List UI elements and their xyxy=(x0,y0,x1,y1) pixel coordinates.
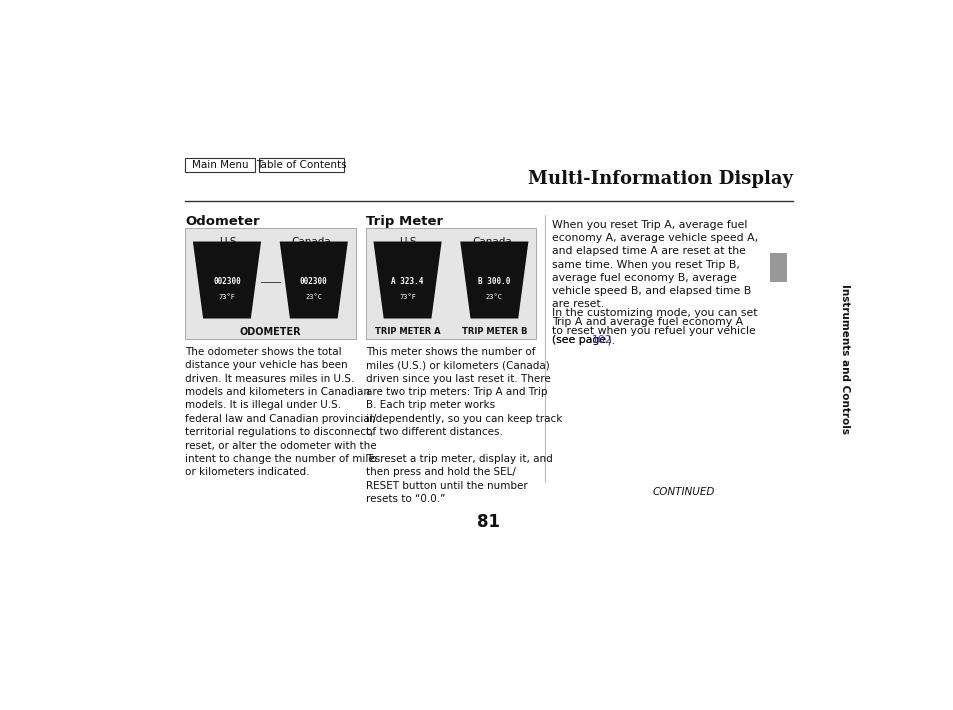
Text: Trip A and average fuel economy A: Trip A and average fuel economy A xyxy=(551,317,742,327)
Text: A 323.4: A 323.4 xyxy=(391,277,423,286)
Text: 102: 102 xyxy=(592,335,612,345)
Polygon shape xyxy=(279,241,348,319)
Text: 002300: 002300 xyxy=(213,277,240,286)
Text: 73°F: 73°F xyxy=(398,294,416,300)
FancyBboxPatch shape xyxy=(769,253,786,283)
Text: The odometer shows the total
distance your vehicle has been
driven. It measures : The odometer shows the total distance yo… xyxy=(185,347,380,477)
Text: This meter shows the number of
miles (U.S.) or kilometers (Canada)
driven since : This meter shows the number of miles (U.… xyxy=(365,347,561,504)
Text: In the customizing mode, you can set: In the customizing mode, you can set xyxy=(551,309,757,319)
Text: ODOMETER: ODOMETER xyxy=(239,327,301,337)
Text: B 300.0: B 300.0 xyxy=(477,277,510,286)
Text: 81: 81 xyxy=(476,513,500,530)
Text: TRIP METER B: TRIP METER B xyxy=(461,327,527,336)
Text: 23°C: 23°C xyxy=(305,294,322,300)
Text: CONTINUED: CONTINUED xyxy=(652,487,714,497)
FancyBboxPatch shape xyxy=(365,228,536,339)
Polygon shape xyxy=(193,241,261,319)
Text: ).: ). xyxy=(604,335,615,345)
FancyBboxPatch shape xyxy=(185,158,254,173)
Text: Table of Contents: Table of Contents xyxy=(255,160,346,170)
Text: TRIP METER A: TRIP METER A xyxy=(375,327,440,336)
Text: 002300: 002300 xyxy=(299,277,327,286)
Text: 73°F: 73°F xyxy=(218,294,235,300)
Text: (see page: (see page xyxy=(551,335,609,345)
Text: U.S.: U.S. xyxy=(219,237,239,247)
Text: When you reset Trip A, average fuel
economy A, average vehicle speed A,
and elap: When you reset Trip A, average fuel econ… xyxy=(551,220,757,309)
Text: Trip Meter: Trip Meter xyxy=(365,214,442,228)
Text: to reset when you refuel your vehicle: to reset when you refuel your vehicle xyxy=(551,326,755,337)
Polygon shape xyxy=(459,241,528,319)
Text: Canada: Canada xyxy=(291,237,331,247)
Text: (see page: (see page xyxy=(551,335,609,345)
FancyBboxPatch shape xyxy=(258,158,344,173)
Text: Instruments and Controls: Instruments and Controls xyxy=(839,283,849,434)
Text: Canada: Canada xyxy=(472,237,511,247)
Text: Multi-Information Display: Multi-Information Display xyxy=(528,170,793,187)
Text: Main Menu: Main Menu xyxy=(192,160,248,170)
Polygon shape xyxy=(373,241,441,319)
Text: U.S.: U.S. xyxy=(399,237,420,247)
Text: Odometer: Odometer xyxy=(185,214,259,228)
Text: 23°C: 23°C xyxy=(485,294,502,300)
FancyBboxPatch shape xyxy=(185,228,355,339)
